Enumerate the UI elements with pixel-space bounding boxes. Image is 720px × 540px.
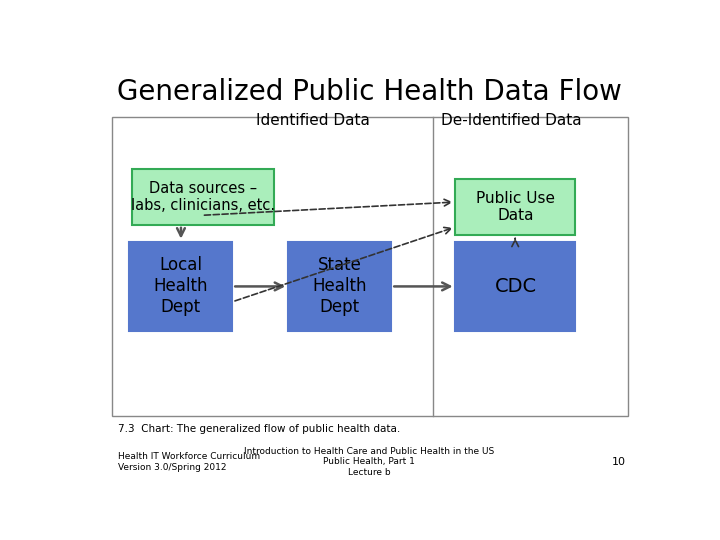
FancyBboxPatch shape: [456, 179, 575, 235]
Text: Introduction to Health Care and Public Health in the US
Public Health, Part 1
Le: Introduction to Health Care and Public H…: [244, 447, 494, 477]
Text: Public Use
Data: Public Use Data: [476, 191, 555, 224]
FancyBboxPatch shape: [132, 168, 274, 225]
Text: CDC: CDC: [495, 276, 536, 296]
FancyBboxPatch shape: [129, 241, 233, 331]
Text: Generalized Public Health Data Flow: Generalized Public Health Data Flow: [117, 78, 621, 106]
Text: 7.3  Chart: The generalized flow of public health data.: 7.3 Chart: The generalized flow of publi…: [118, 423, 400, 434]
Text: 10: 10: [612, 457, 626, 467]
Text: Local
Health
Dept: Local Health Dept: [153, 256, 208, 316]
Text: Data sources –
labs, clinicians, etc.: Data sources – labs, clinicians, etc.: [131, 180, 275, 213]
Text: De-Identified Data: De-Identified Data: [441, 113, 582, 129]
Text: Health IT Workforce Curriculum
Version 3.0/Spring 2012: Health IT Workforce Curriculum Version 3…: [118, 452, 260, 471]
FancyBboxPatch shape: [112, 117, 629, 416]
Text: State
Health
Dept: State Health Dept: [312, 256, 367, 316]
FancyBboxPatch shape: [288, 241, 392, 331]
FancyBboxPatch shape: [456, 241, 575, 331]
Text: Identified Data: Identified Data: [256, 113, 370, 129]
